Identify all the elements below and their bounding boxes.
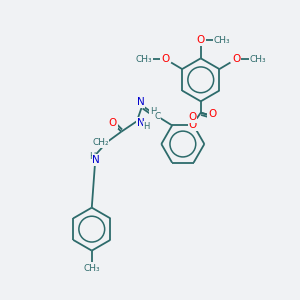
- Text: N: N: [136, 118, 144, 128]
- Text: H: H: [143, 122, 150, 131]
- Text: CH₂: CH₂: [92, 138, 109, 147]
- Text: N: N: [137, 97, 145, 107]
- Text: CH₃: CH₃: [83, 264, 100, 273]
- Text: CH₃: CH₃: [250, 55, 266, 64]
- Text: O: O: [208, 109, 216, 119]
- Text: CH₃: CH₃: [135, 55, 152, 64]
- Text: O: O: [232, 54, 241, 64]
- Text: O: O: [189, 120, 197, 130]
- Text: O: O: [161, 54, 169, 64]
- Text: H: H: [150, 107, 157, 116]
- Text: H: H: [89, 152, 95, 161]
- Text: N: N: [92, 155, 100, 165]
- Text: O: O: [109, 118, 117, 128]
- Text: O: O: [188, 112, 196, 122]
- Text: O: O: [196, 35, 205, 45]
- Text: C: C: [154, 112, 160, 121]
- Text: CH₃: CH₃: [214, 36, 231, 45]
